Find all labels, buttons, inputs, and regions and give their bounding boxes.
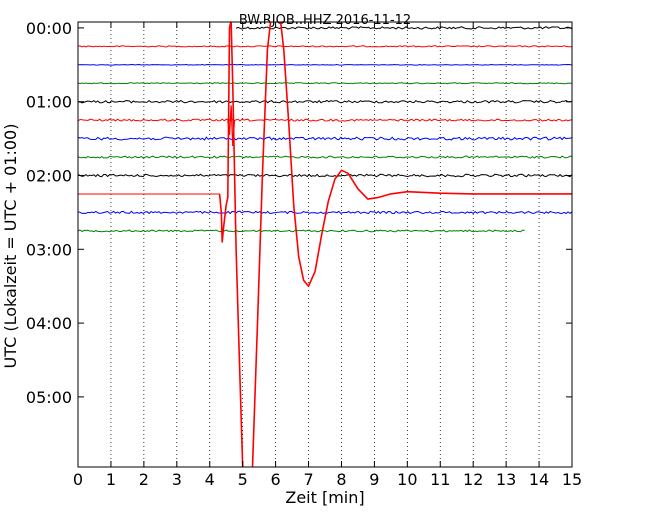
plot-frame <box>77 21 573 468</box>
x-tick-label: 4 <box>205 470 215 489</box>
x-axis-label: Zeit [min] <box>285 488 364 507</box>
x-tick-label: 6 <box>271 470 281 489</box>
trace-line <box>235 26 572 30</box>
trace-line <box>78 173 572 178</box>
trace-line <box>78 99 572 104</box>
x-tick-label: 0 <box>73 470 83 489</box>
x-tick-label: 7 <box>303 470 313 489</box>
y-tick-label: 01:00 <box>26 93 72 112</box>
y-tick-label: 00:00 <box>26 19 72 38</box>
x-tick-label: 3 <box>172 470 182 489</box>
y-tick-label: 05:00 <box>26 388 72 407</box>
y-tick-label: 03:00 <box>26 240 72 259</box>
trace-line <box>78 82 572 85</box>
x-tick-label: 8 <box>336 470 346 489</box>
x-tick-label: 11 <box>430 470 450 489</box>
trace-line <box>78 45 572 48</box>
event-trace <box>218 22 572 467</box>
x-tick-label: 15 <box>562 470 582 489</box>
trace-line <box>78 155 572 159</box>
x-tick-label: 12 <box>463 470 483 489</box>
y-axis-label: UTC (Lokalzeit = UTC + 01:00) <box>1 124 20 369</box>
trace-line <box>78 210 572 215</box>
y-tick-label: 04:00 <box>26 314 72 333</box>
x-tick-label: 10 <box>397 470 417 489</box>
trace-line <box>78 229 525 233</box>
trace-line <box>78 63 572 66</box>
x-tick-label: 1 <box>106 470 116 489</box>
chart-title: BW.RJOB..HHZ 2016-11-12 <box>239 13 411 28</box>
x-tick-label: 13 <box>496 470 516 489</box>
trace-line <box>78 118 572 122</box>
trace-line <box>78 136 572 141</box>
x-tick-label: 2 <box>139 470 149 489</box>
trace-group <box>78 22 572 467</box>
x-tick-label: 14 <box>529 470 549 489</box>
y-tick-label: 02:00 <box>26 166 72 185</box>
x-tick-label: 9 <box>369 470 379 489</box>
y-axis-ticks: 00:00 01:00 02:00 03:00 04:00 05:00 <box>26 19 572 407</box>
x-tick-label: 5 <box>238 470 248 489</box>
x-axis-ticks: 0 1 2 3 4 5 6 7 8 9 10 11 12 13 14 15 <box>73 22 582 489</box>
